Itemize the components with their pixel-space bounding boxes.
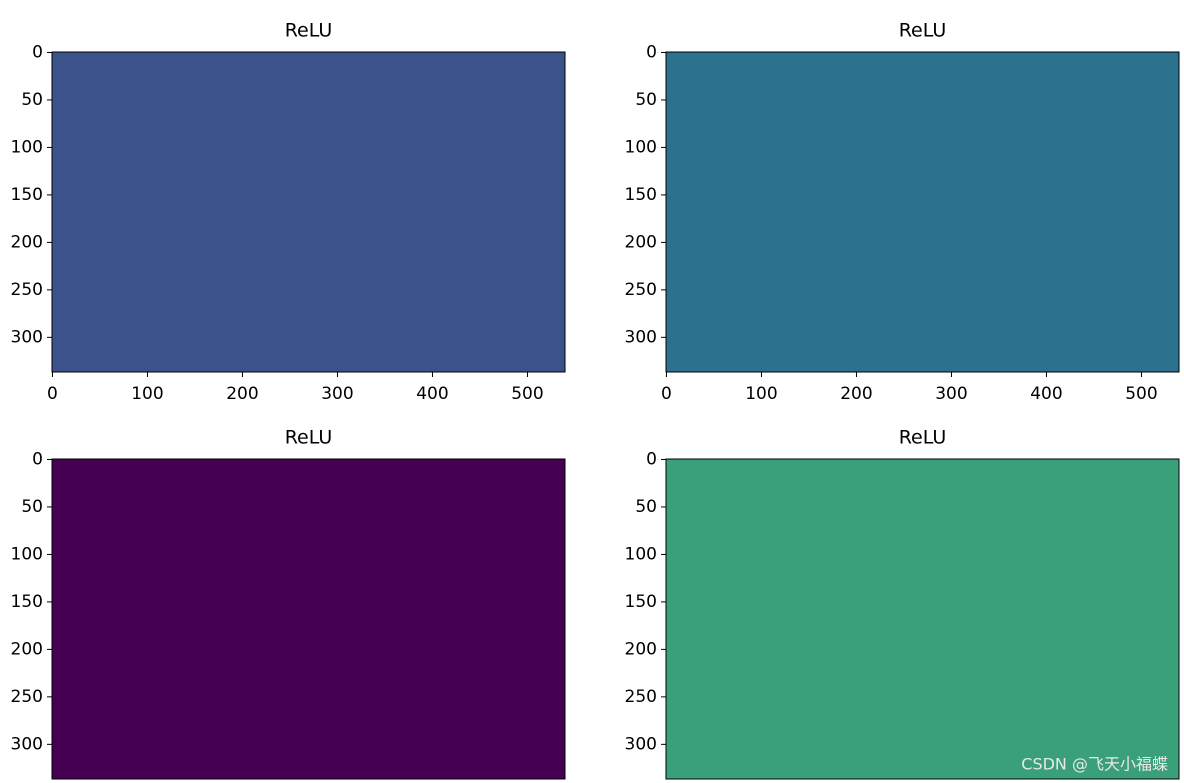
- y-tick-label: 250: [625, 280, 657, 300]
- y-tick-label: 300: [625, 734, 657, 754]
- subplot-title: ReLU: [285, 427, 333, 449]
- subplot-title: ReLU: [285, 20, 333, 42]
- subplot-title: ReLU: [899, 427, 947, 449]
- y-tick-label: 200: [625, 232, 657, 252]
- y-tick-label: 0: [32, 42, 43, 62]
- image: [666, 459, 1179, 779]
- image: [52, 459, 565, 779]
- x-tick-label: 0: [47, 384, 58, 404]
- axes-frame: [665, 458, 1180, 780]
- x-tick-label: 200: [840, 384, 872, 404]
- y-tick-label: 50: [635, 497, 657, 517]
- y-tick-label: 50: [21, 497, 43, 517]
- y-tick-label: 0: [646, 42, 657, 62]
- y-tick-label: 150: [11, 185, 43, 205]
- y-tick-label: 200: [11, 232, 43, 252]
- axes-frame: [51, 51, 566, 373]
- y-tick-label: 100: [625, 544, 657, 564]
- image: [666, 52, 1179, 372]
- x-tick-label: 0: [661, 384, 672, 404]
- y-tick-label: 200: [625, 639, 657, 659]
- y-tick-label: 150: [625, 592, 657, 612]
- x-tick-label: 500: [511, 384, 543, 404]
- y-tick-label: 250: [11, 280, 43, 300]
- y-tick-label: 0: [32, 449, 43, 469]
- x-tick-label: 100: [131, 384, 163, 404]
- x-tick-label: 500: [1125, 384, 1157, 404]
- y-tick-label: 0: [646, 449, 657, 469]
- image: [52, 52, 565, 372]
- y-tick-label: 50: [635, 90, 657, 110]
- x-tick-label: 300: [321, 384, 353, 404]
- y-tick-label: 300: [625, 327, 657, 347]
- y-tick-label: 100: [625, 137, 657, 157]
- y-tick-label: 150: [11, 592, 43, 612]
- y-tick-label: 300: [11, 327, 43, 347]
- x-tick-label: 400: [1030, 384, 1062, 404]
- y-tick-label: 100: [11, 544, 43, 564]
- x-tick-label: 200: [226, 384, 258, 404]
- x-tick-label: 100: [745, 384, 777, 404]
- y-tick-label: 250: [11, 687, 43, 707]
- x-tick-label: 400: [416, 384, 448, 404]
- watermark: CSDN @飞天小福蝶: [1021, 755, 1168, 774]
- y-tick-label: 200: [11, 639, 43, 659]
- y-tick-label: 300: [11, 734, 43, 754]
- y-tick-label: 50: [21, 90, 43, 110]
- axes-frame: [51, 458, 566, 780]
- axes-frame: [665, 51, 1180, 373]
- y-tick-label: 150: [625, 185, 657, 205]
- subplot-title: ReLU: [899, 20, 947, 42]
- y-tick-label: 250: [625, 687, 657, 707]
- y-tick-label: 100: [11, 137, 43, 157]
- x-tick-label: 300: [935, 384, 967, 404]
